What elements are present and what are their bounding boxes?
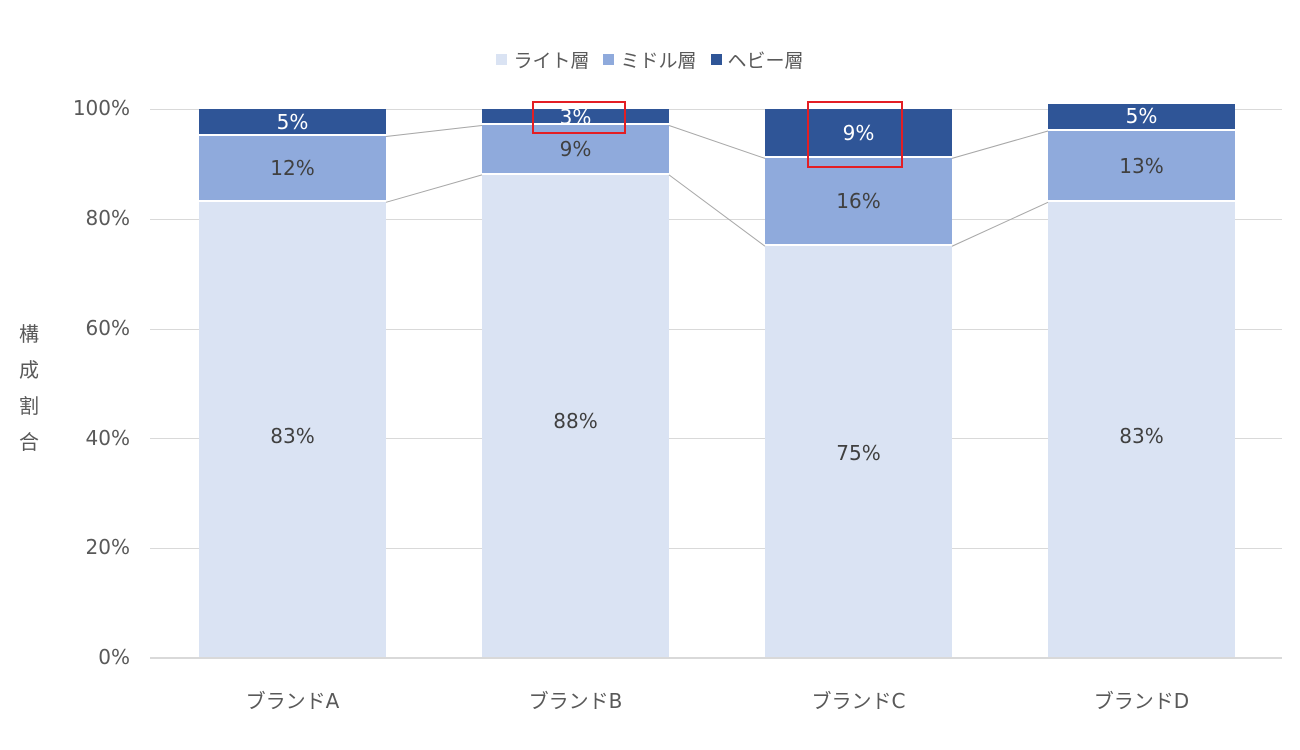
bar-ブランドC: 75% 16% 9% <box>765 109 952 658</box>
chart-legend: ライト層 ミドル層 ヘビー層 <box>0 44 1300 74</box>
legend-label-heavy: ヘビー層 <box>727 49 804 72</box>
gridline-100 <box>150 109 1282 110</box>
data-label-light: 83% <box>270 423 315 448</box>
data-label-heavy: 3% <box>559 105 592 129</box>
data-label-middle: 9% <box>559 137 592 162</box>
y-axis-title-char: 成 <box>19 358 39 382</box>
bar-segment-light: 88% <box>482 174 669 658</box>
data-label-middle: 13% <box>1119 153 1164 178</box>
bar-segment-heavy: 9% <box>765 109 952 159</box>
x-tick-brand-d: ブランドD <box>1093 689 1190 713</box>
x-axis-line <box>150 657 1282 659</box>
legend-item-heavy: ヘビー層 <box>710 46 804 73</box>
data-label-middle: 12% <box>270 156 315 181</box>
bar-segment-heavy: 3% <box>482 105 669 129</box>
legend-swatch-light <box>496 53 508 65</box>
data-label-heavy: 5% <box>276 109 309 134</box>
data-label-light: 75% <box>836 441 881 465</box>
y-axis-title-char: 割 <box>19 394 39 418</box>
x-tick-brand-c: ブランドC <box>811 689 906 713</box>
legend-item-light: ライト層 <box>496 46 589 73</box>
highlight-box-brand-c-heavy <box>807 101 903 168</box>
bar-segment-middle: 13% <box>1048 130 1235 203</box>
y-tick-0: 0% <box>98 645 130 669</box>
bar-segment-light: 83% <box>199 202 386 658</box>
y-tick-100: 100% <box>72 96 130 120</box>
gridline-60 <box>150 329 1282 330</box>
y-tick-20: 20% <box>85 535 130 559</box>
x-tick-brand-a: ブランドA <box>245 689 340 713</box>
bar-ブランドB: 88% 9% 3% <box>482 105 669 658</box>
y-tick-60: 60% <box>85 316 130 340</box>
data-label-heavy: 9% <box>842 120 875 145</box>
legend-label-middle: ミドル層 <box>620 49 697 72</box>
gridline-40 <box>150 438 1282 439</box>
data-label-heavy: 5% <box>1125 104 1158 129</box>
data-label-middle: 16% <box>836 189 881 214</box>
data-label-light: 83% <box>1119 423 1164 448</box>
highlight-box-brand-b-heavy <box>532 101 626 134</box>
y-tick-40: 40% <box>85 426 130 450</box>
bar-segment-heavy: 5% <box>199 109 386 137</box>
legend-swatch-heavy <box>710 53 722 65</box>
bar-segment-heavy: 5% <box>1048 103 1235 131</box>
y-tick-80: 80% <box>85 206 130 230</box>
x-tick-brand-b: ブランドB <box>528 689 623 713</box>
bar-ブランドD: 83% 13% 5% <box>1048 103 1235 658</box>
legend-label-light: ライト層 <box>513 49 590 72</box>
bar-segment-light: 83% <box>1048 202 1235 658</box>
bar-ブランドA: 83% 12% 5% <box>199 109 386 658</box>
bar-segment-light: 75% <box>765 246 952 658</box>
y-axis-title-char: 構 <box>19 322 39 346</box>
legend-item-middle: ミドル層 <box>603 46 697 73</box>
data-label-light: 88% <box>553 408 598 433</box>
bar-segment-middle: 16% <box>765 158 952 247</box>
gridline-20 <box>150 548 1282 549</box>
legend-swatch-middle <box>603 53 615 65</box>
y-axis-title-char: 合 <box>19 430 39 454</box>
bar-segment-middle: 12% <box>199 136 386 203</box>
y-axis-title: 構 成 割 合 <box>16 316 42 460</box>
